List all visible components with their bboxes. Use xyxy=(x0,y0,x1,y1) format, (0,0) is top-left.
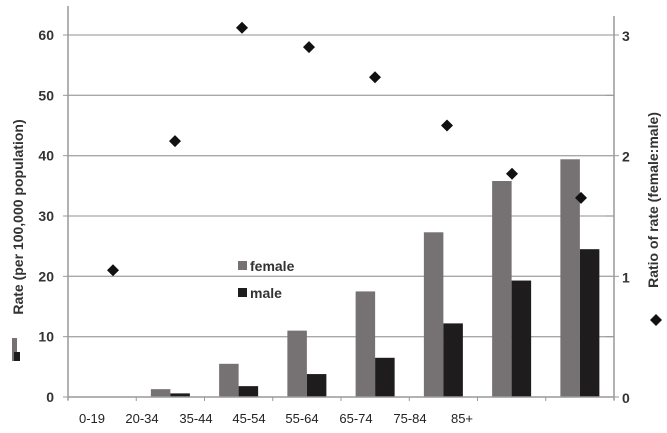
ratio-diamond-marker xyxy=(236,21,248,34)
x-category-label: 20-34 xyxy=(125,411,158,426)
ratio-diamond-marker xyxy=(169,135,181,148)
female-bar xyxy=(492,181,512,397)
ratio-diamond-marker xyxy=(369,71,381,84)
ratio-diamond-marker xyxy=(575,191,587,204)
left-tick-label: 30 xyxy=(38,208,54,224)
male-bar xyxy=(375,357,395,397)
right-axis-ticks: 0 1 2 3 xyxy=(606,28,630,406)
male-bar xyxy=(511,280,532,397)
right-tick-label: 0 xyxy=(622,390,630,406)
right-tick-label: 1 xyxy=(622,269,630,285)
left-axis-legend-key xyxy=(12,338,20,361)
left-axis-title: Rate (per 100,000 population) xyxy=(10,119,26,314)
female-bar xyxy=(560,159,580,397)
x-category-label: 45-54 xyxy=(232,411,265,426)
right-axis-title: Ratio of rate (female:male) xyxy=(645,112,661,288)
female-bar xyxy=(150,389,171,397)
x-category-label: 55-64 xyxy=(285,411,318,426)
male-bar xyxy=(306,374,327,397)
right-tick-label: 3 xyxy=(622,28,630,44)
ratio-diamond-marker xyxy=(441,119,453,132)
left-tick-label: 10 xyxy=(38,329,54,345)
legend-male-label: male xyxy=(250,285,282,301)
legend: female male xyxy=(238,258,295,301)
left-tick-label: 0 xyxy=(46,389,54,405)
left-axis-ticks: 0 10 20 30 40 50 60 xyxy=(38,27,68,405)
ratio-diamond-marker xyxy=(506,167,518,180)
male-bar xyxy=(238,386,259,397)
female-bar xyxy=(219,363,239,397)
legend-male-swatch xyxy=(238,288,247,297)
left-tick-label: 50 xyxy=(38,87,54,103)
female-key-swatch xyxy=(12,338,17,361)
legend-female-label: female xyxy=(250,258,295,274)
right-tick-label: 2 xyxy=(622,149,630,165)
x-category-label: 65-74 xyxy=(339,411,372,426)
bar-series xyxy=(150,159,600,397)
female-bar xyxy=(423,232,444,397)
left-tick-label: 40 xyxy=(38,148,54,164)
x-category-label: 85+ xyxy=(451,411,473,426)
ratio-diamond-icon xyxy=(650,314,662,326)
male-bar xyxy=(579,249,600,397)
x-category-label: 35-44 xyxy=(179,411,212,426)
male-bar xyxy=(170,393,190,397)
male-key-swatch xyxy=(14,352,20,361)
x-axis-ticks: 0-19 20-34 35-44 45-54 55-64 65-74 75-84 85+ xyxy=(67,397,615,426)
ratio-diamond-marker xyxy=(107,264,119,277)
axes xyxy=(67,6,615,400)
male-bar xyxy=(443,323,463,397)
left-tick-label: 20 xyxy=(38,268,54,284)
x-category-label: 0-19 xyxy=(79,411,105,426)
gridlines xyxy=(68,34,614,338)
female-bar xyxy=(287,330,307,397)
ratio-diamond-marker xyxy=(303,41,315,54)
left-tick-label: 60 xyxy=(38,27,54,43)
x-category-label: 75-84 xyxy=(393,411,426,426)
legend-female-swatch xyxy=(238,261,247,270)
female-bar xyxy=(355,291,376,397)
ratio-markers xyxy=(107,21,587,277)
